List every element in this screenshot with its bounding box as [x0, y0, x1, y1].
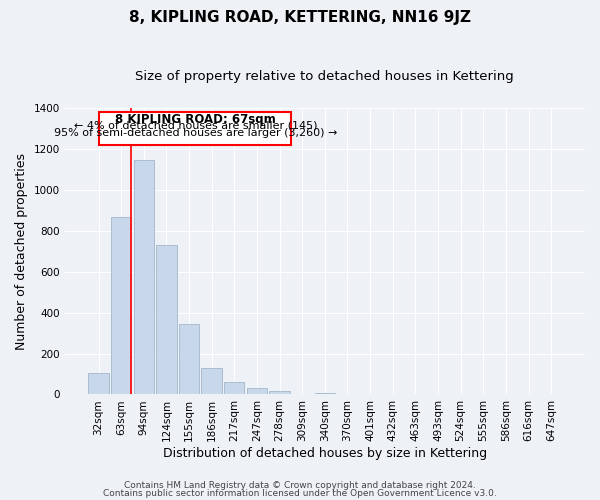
Bar	[111, 218, 131, 394]
Bar	[202, 368, 222, 394]
Bar	[179, 324, 199, 394]
Text: 8, KIPLING ROAD, KETTERING, NN16 9JZ: 8, KIPLING ROAD, KETTERING, NN16 9JZ	[129, 10, 471, 25]
Bar	[156, 245, 176, 394]
FancyBboxPatch shape	[99, 112, 291, 144]
Bar	[314, 393, 335, 394]
Bar	[224, 382, 244, 394]
Bar	[88, 372, 109, 394]
Text: Contains public sector information licensed under the Open Government Licence v3: Contains public sector information licen…	[103, 488, 497, 498]
Text: Contains HM Land Registry data © Crown copyright and database right 2024.: Contains HM Land Registry data © Crown c…	[124, 481, 476, 490]
Text: ← 4% of detached houses are smaller (145): ← 4% of detached houses are smaller (145…	[74, 120, 317, 130]
Y-axis label: Number of detached properties: Number of detached properties	[15, 152, 28, 350]
Text: 95% of semi-detached houses are larger (3,260) →: 95% of semi-detached houses are larger (…	[54, 128, 338, 138]
X-axis label: Distribution of detached houses by size in Kettering: Distribution of detached houses by size …	[163, 447, 487, 460]
Title: Size of property relative to detached houses in Kettering: Size of property relative to detached ho…	[136, 70, 514, 83]
Text: 8 KIPLING ROAD: 67sqm: 8 KIPLING ROAD: 67sqm	[115, 113, 276, 126]
Bar	[134, 160, 154, 394]
Bar	[247, 388, 267, 394]
Bar	[269, 391, 290, 394]
